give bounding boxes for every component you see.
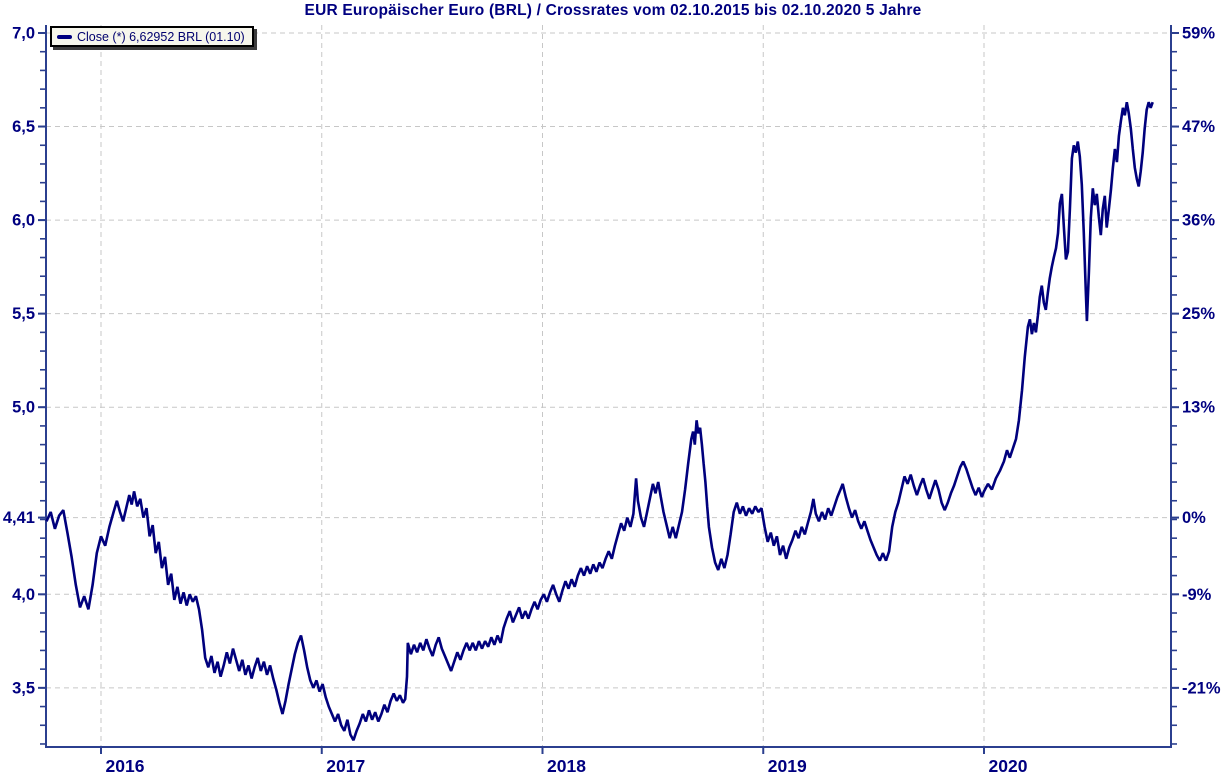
close-price-line	[45, 101, 1154, 741]
y-axis-right-label: -9%	[1182, 586, 1212, 604]
x-axis-year-label: 2018	[547, 756, 586, 776]
y-axis-left-label: 5,5	[12, 305, 35, 323]
y-axis-left-label: 4,41	[3, 509, 35, 527]
y-axis-right-label: 0%	[1182, 509, 1206, 527]
x-axis-year-label: 2020	[989, 756, 1028, 776]
y-axis-left-label: 3,5	[12, 679, 35, 697]
y-axis-left-label: 6,0	[12, 212, 35, 230]
x-axis-year-label: 2016	[106, 756, 145, 776]
y-axis-left-label: 5,0	[12, 399, 35, 417]
y-axis-left-label: 4,0	[12, 586, 35, 604]
y-axis-left-label: 6,5	[12, 118, 35, 136]
x-axis-year-label: 2017	[326, 756, 365, 776]
y-axis-right-label: 59%	[1182, 25, 1215, 43]
y-axis-right-label: 47%	[1182, 118, 1215, 136]
x-axis-year-label: 2019	[768, 756, 807, 776]
y-axis-right-label: 36%	[1182, 212, 1215, 230]
legend-line-marker-icon	[57, 34, 72, 39]
y-axis-left-label: 7,0	[12, 25, 35, 43]
y-axis-right-label: -21%	[1182, 679, 1221, 697]
y-axis-right-label: 25%	[1182, 305, 1215, 323]
y-axis-right-label: 13%	[1182, 399, 1215, 417]
legend-label: Close (*) 6,62952 BRL (01.10)	[77, 29, 245, 44]
chart-title: EUR Europäischer Euro (BRL) / Crossrates…	[304, 2, 922, 19]
legend: Close (*) 6,62952 BRL (01.10)	[50, 26, 254, 47]
